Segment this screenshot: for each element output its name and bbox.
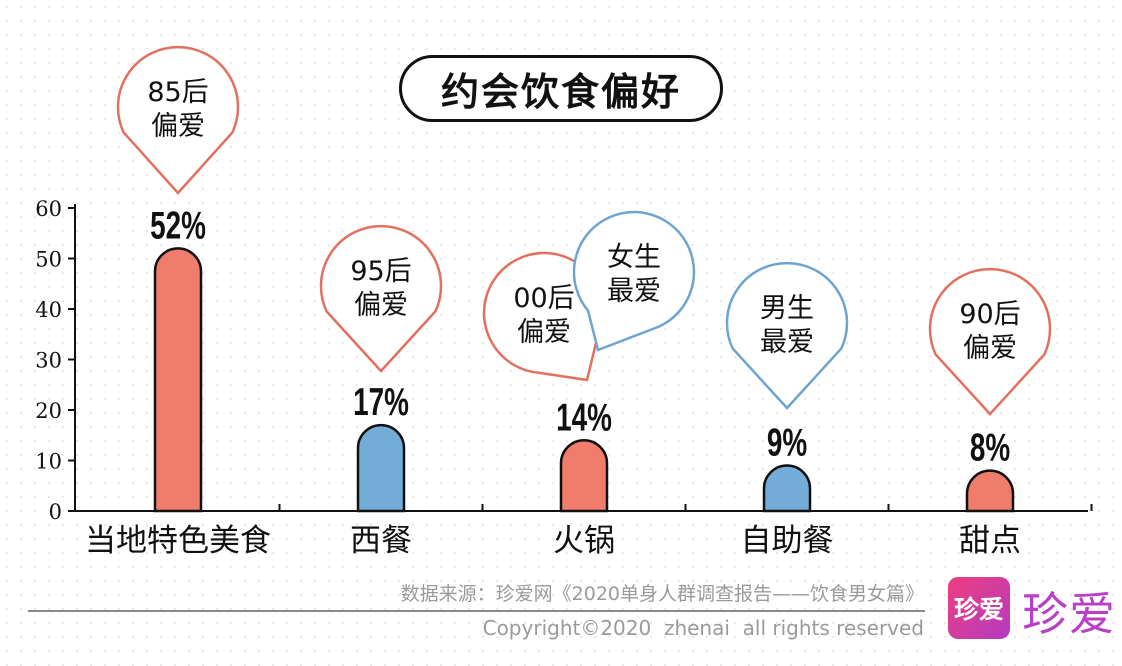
callout-text: 偏爱 <box>151 111 205 142</box>
callout-text: 偏爱 <box>963 333 1017 364</box>
y-tick-label: 30 <box>35 349 62 373</box>
callout-text: 最爱 <box>760 327 814 358</box>
bar <box>965 469 1015 513</box>
bar-value-label: 8% <box>970 426 1010 470</box>
callout-bubble <box>116 45 240 195</box>
y-tick-label: 0 <box>49 500 62 524</box>
y-tick-label: 20 <box>35 399 62 423</box>
chart-title-pill: 约会饮食偏好 <box>399 55 723 122</box>
bar-value-label: 14% <box>556 396 612 440</box>
zhenai-logo-icon: 珍爱 <box>948 577 1010 639</box>
callout-bubble <box>928 267 1052 416</box>
callout-bubble <box>572 210 696 352</box>
callout-text: 90后 <box>959 299 1020 330</box>
y-tick-label: 50 <box>35 248 62 272</box>
category-label: 当地特色美食 <box>85 523 271 559</box>
callout-text: 女生 <box>607 242 661 273</box>
category-label: 火锅 <box>553 523 615 559</box>
callout-text: 00后 <box>513 283 574 314</box>
callout-text: 最爱 <box>607 276 661 307</box>
bar <box>153 247 203 513</box>
callout-text: 偏爱 <box>517 317 571 348</box>
callout-text: 偏爱 <box>354 290 408 321</box>
callout-text: 男生 <box>760 293 814 324</box>
category-label: 自助餐 <box>741 523 834 559</box>
footer-divider <box>28 610 925 612</box>
copyright-note: Copyright©2020 zhenai all rights reserve… <box>482 616 924 640</box>
bar-value-label: 52% <box>150 204 206 248</box>
y-tick-label: 10 <box>35 450 62 474</box>
bar <box>559 439 609 513</box>
chart-title: 约会饮食偏好 <box>440 70 681 114</box>
callout-bubble <box>319 224 443 373</box>
callout-text: 95后 <box>350 256 411 287</box>
zhenai-logo-text: 珍爱 <box>1022 587 1116 641</box>
y-tick-label: 60 <box>35 197 62 221</box>
category-label: 甜点 <box>959 523 1021 559</box>
category-label: 西餐 <box>350 523 412 559</box>
y-tick-label: 40 <box>35 298 62 322</box>
bar <box>356 423 406 513</box>
source-note: 数据来源：珍爱网《2020单身人群调查报告——饮食男女篇》 <box>400 583 924 605</box>
bar <box>762 464 812 513</box>
callout-bubble <box>725 261 849 410</box>
bar-value-label: 9% <box>767 421 807 465</box>
callout-text: 85后 <box>147 77 208 108</box>
bar-value-label: 17% <box>353 381 409 425</box>
